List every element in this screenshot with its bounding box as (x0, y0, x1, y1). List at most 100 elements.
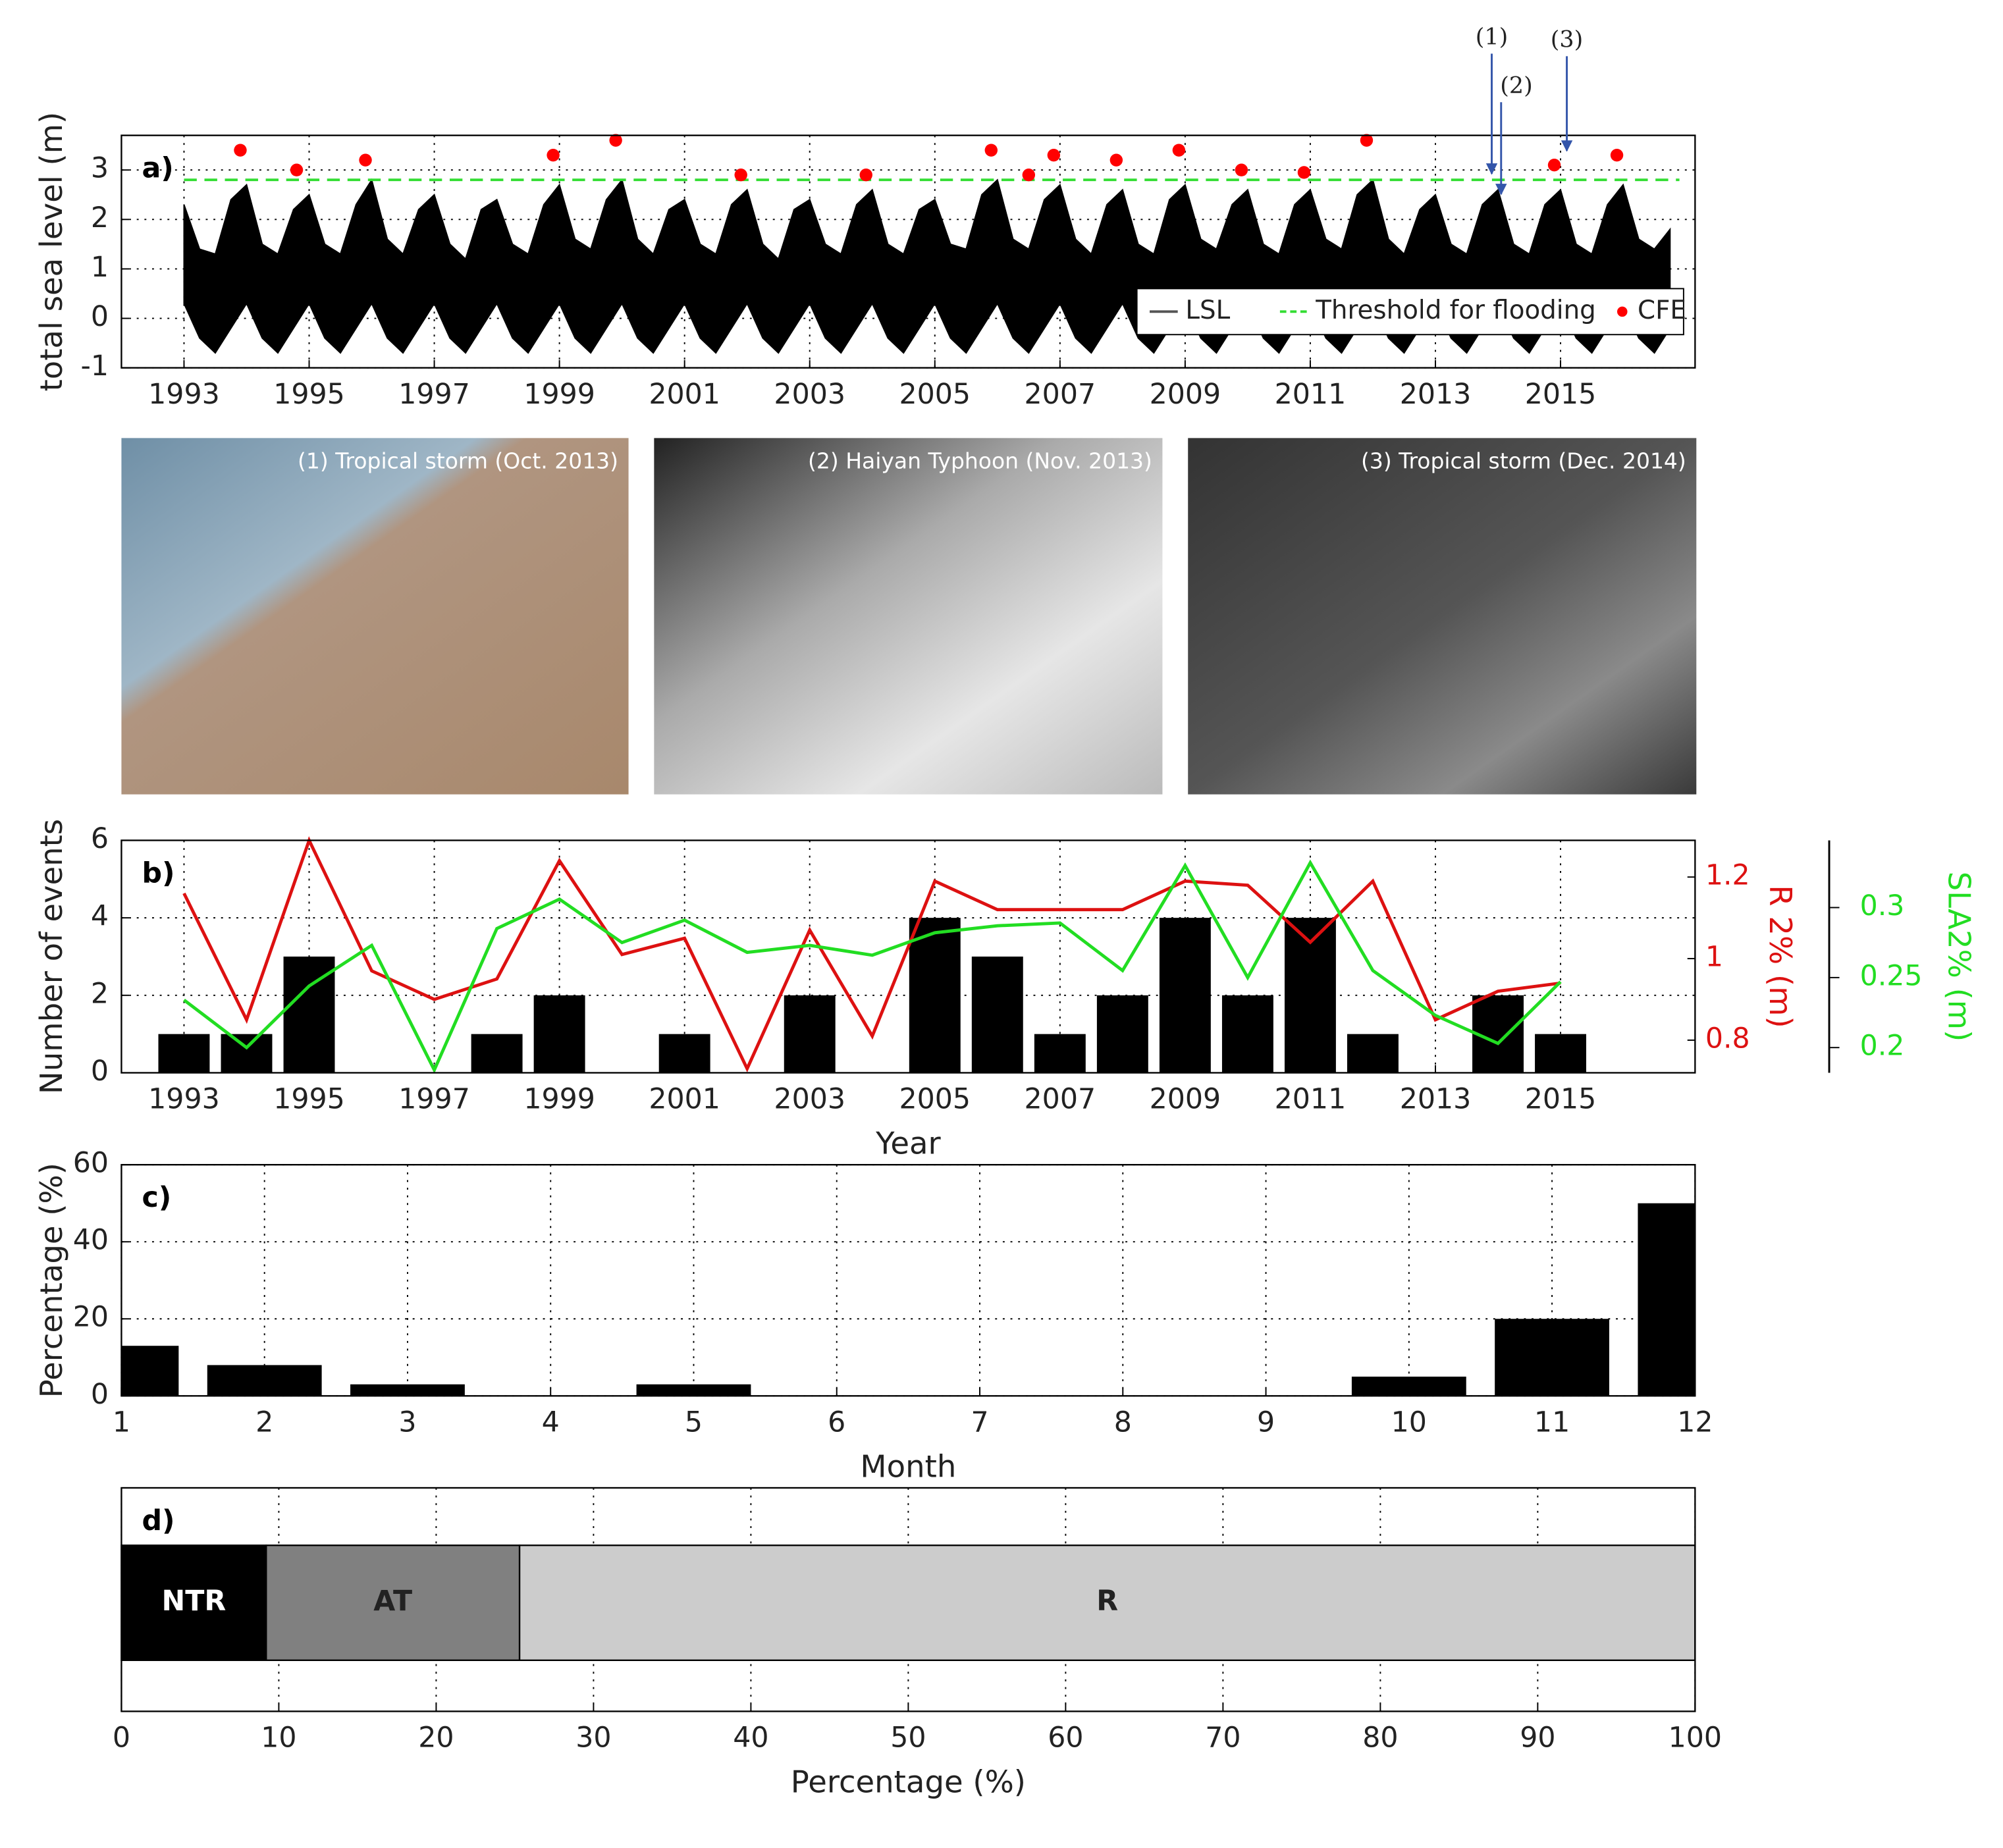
legend-label: Threshold for flooding (1315, 296, 1596, 325)
cfe-point (1022, 169, 1036, 182)
plot-frame (120, 839, 1696, 1074)
cfe-point (1235, 163, 1248, 176)
cfe-point (547, 148, 560, 162)
annotation-label: (2) (1500, 72, 1532, 99)
bar (1159, 918, 1211, 1073)
x-axis-label: Percentage (%) (791, 1764, 1026, 1800)
stacked-segment (265, 1544, 521, 1662)
x-tick-label: 2013 (1400, 1083, 1472, 1116)
x-tick-label: 12 (1677, 1406, 1713, 1439)
x-tick-label: 100 (1669, 1722, 1722, 1755)
cfe-point (984, 144, 998, 157)
cfe-point (1547, 158, 1561, 172)
photo-caption: (2) Haiyan Typhoon (Nov. 2013) (808, 448, 1152, 474)
photo-caption: (3) Tropical storm (Dec. 2014) (1361, 448, 1686, 474)
annotation-label: (3) (1551, 27, 1583, 53)
cfe-point (290, 163, 304, 176)
y-tick-label: 6 (91, 822, 109, 855)
bar (533, 995, 585, 1073)
stacked-segment (518, 1544, 1696, 1662)
y3-tick-label: 0.3 (1860, 889, 1905, 922)
x-tick-label: 8 (1114, 1406, 1132, 1439)
panel-label: a) (142, 152, 173, 185)
legend-marker (1617, 306, 1628, 317)
y3-tick-label: 0.2 (1860, 1030, 1905, 1063)
plot-background (121, 1165, 1696, 1396)
x-tick-label: 4 (542, 1406, 560, 1439)
legend-label: LSL (1185, 296, 1230, 325)
x-tick-label: 11 (1534, 1406, 1570, 1439)
segment-label: AT (373, 1585, 412, 1618)
y-tick-label: 2 (91, 201, 109, 234)
panel-label: d) (142, 1504, 174, 1537)
bar (658, 1034, 710, 1073)
bar (1638, 1203, 1696, 1396)
x-tick-label: 5 (685, 1406, 703, 1439)
cfe-point (1297, 166, 1311, 179)
cfe-point (1610, 148, 1624, 162)
cfe-point (609, 134, 622, 147)
y-tick-label: 0 (91, 1378, 109, 1411)
photo-caption: (1) Tropical storm (Oct. 2013) (298, 448, 618, 474)
y-axis-label: total sea level (m) (34, 112, 69, 392)
bar (158, 1034, 210, 1073)
x-tick-label: 20 (418, 1722, 454, 1755)
bar (471, 1034, 523, 1073)
x-tick-label: 1993 (148, 378, 220, 411)
bar (1351, 1377, 1466, 1396)
x-tick-label: 1997 (398, 1083, 470, 1116)
x-tick-label: 90 (1520, 1722, 1555, 1755)
x-tick-label: 3 (398, 1406, 416, 1439)
y-axis-label: Number of events (34, 819, 69, 1094)
x-tick-label: 60 (1048, 1722, 1083, 1755)
x-tick-label: 2011 (1275, 378, 1347, 411)
cfe-point (359, 153, 372, 167)
x-tick-label: 1993 (148, 1083, 220, 1116)
x-tick-label: 2005 (899, 1083, 971, 1116)
x-tick-label: 2007 (1025, 1083, 1096, 1116)
bar (1096, 995, 1148, 1073)
y-tick-label: 0 (91, 300, 109, 333)
x-tick-label: 6 (828, 1406, 845, 1439)
y3-tick-label: 0.25 (1860, 959, 1923, 992)
x-tick-label: 10 (1391, 1406, 1427, 1439)
y-tick-label: 20 (73, 1301, 109, 1334)
plot-background (121, 840, 1696, 1073)
bar (221, 1034, 273, 1073)
y2-tick-label: 0.8 (1705, 1022, 1750, 1055)
x-tick-label: 9 (1257, 1406, 1275, 1439)
y-tick-label: 0 (91, 1055, 109, 1088)
bar (971, 956, 1023, 1073)
bar (784, 995, 836, 1073)
cfe-point (234, 144, 247, 157)
y-tick-label: 2 (91, 977, 109, 1010)
y-tick-label: 1 (91, 251, 109, 284)
bar (636, 1384, 751, 1396)
y3-axis-label: SLA2% (m) (1942, 872, 1977, 1042)
y-tick-label: 3 (91, 152, 109, 185)
x-tick-label: 80 (1362, 1722, 1398, 1755)
bar (1221, 995, 1273, 1073)
y-tick-label: -1 (80, 350, 109, 383)
x-tick-label: 30 (575, 1722, 611, 1755)
x-tick-label: 1999 (523, 1083, 595, 1116)
bar (1034, 1034, 1086, 1073)
x-tick-label: 1 (113, 1406, 130, 1439)
y2-axis-label: R 2% (m) (1763, 885, 1798, 1028)
panel-label: c) (142, 1181, 171, 1214)
x-tick-label: 2015 (1525, 1083, 1597, 1116)
x-tick-label: 2007 (1025, 378, 1096, 411)
y2-tick-label: 1 (1705, 941, 1723, 974)
x-tick-label: 2005 (899, 378, 971, 411)
series-line (182, 859, 1562, 1074)
x-tick-label: 1995 (273, 378, 345, 411)
photo (654, 438, 1163, 795)
photo (1188, 438, 1697, 795)
bar (1495, 1319, 1609, 1396)
bar (1347, 1034, 1399, 1073)
bar (121, 1346, 179, 1396)
x-tick-label: 1999 (523, 378, 595, 411)
x-axis-label: Month (860, 1448, 956, 1484)
x-tick-label: 2 (255, 1406, 273, 1439)
